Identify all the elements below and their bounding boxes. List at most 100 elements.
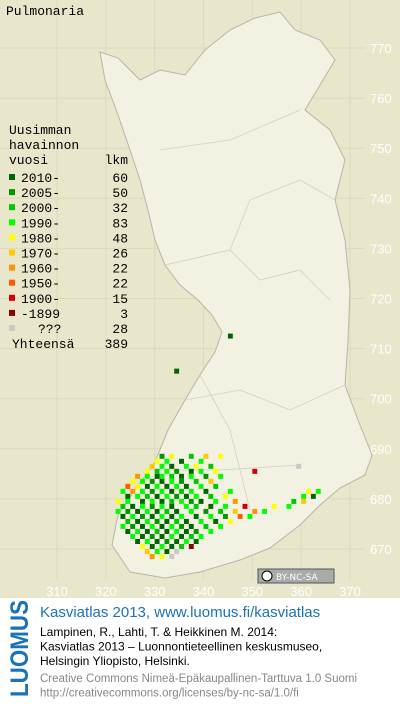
legend-swatch bbox=[9, 279, 15, 286]
legend-swatch bbox=[9, 189, 15, 196]
occurrence-square bbox=[135, 483, 141, 489]
occurrence-square bbox=[159, 533, 165, 539]
occurrence-square bbox=[301, 493, 307, 499]
occurrence-square bbox=[154, 483, 160, 489]
occurrence-square bbox=[179, 478, 184, 484]
occurrence-square bbox=[149, 503, 155, 509]
occurrence-square bbox=[218, 523, 224, 529]
occurrence-square bbox=[154, 538, 160, 544]
y-tick-label: 760 bbox=[370, 91, 392, 106]
atlas-link[interactable]: Kasviatlas 2013, www.luomus.fi/kasviatla… bbox=[40, 604, 320, 621]
occurrence-square bbox=[203, 473, 209, 479]
occurrence-square bbox=[174, 483, 180, 489]
occurrence-square bbox=[154, 468, 160, 474]
occurrence-square bbox=[130, 488, 136, 494]
legend-swatch bbox=[9, 264, 15, 271]
y-tick-label: 740 bbox=[370, 191, 392, 206]
occurrence-square bbox=[262, 508, 267, 514]
occurrence-square bbox=[130, 503, 136, 509]
occurrence-square bbox=[120, 488, 126, 494]
occurrence-square bbox=[169, 478, 175, 484]
occurrence-square bbox=[252, 468, 258, 474]
occurrence-square bbox=[125, 498, 131, 504]
legend-label: ??? bbox=[38, 322, 61, 337]
license-badge: BY-NC-SA bbox=[257, 568, 335, 584]
legend-total-label: Yhteensä bbox=[12, 337, 75, 352]
occurrence-square bbox=[179, 513, 184, 519]
occurrence-square bbox=[164, 508, 170, 514]
occurrence-square bbox=[193, 503, 199, 509]
footer-text: Lampinen, R., Lahti, T. & Heikkinen M. 2… bbox=[40, 625, 357, 700]
occurrence-square bbox=[198, 483, 204, 489]
legend-count: 28 bbox=[112, 322, 128, 337]
occurrence-square bbox=[301, 498, 307, 504]
occurrence-square bbox=[115, 498, 121, 504]
occurrence-square bbox=[179, 473, 184, 479]
occurrence-square bbox=[130, 513, 136, 519]
occurrence-square bbox=[130, 533, 136, 539]
y-tick-label: 700 bbox=[370, 392, 392, 407]
occurrence-square bbox=[174, 508, 180, 514]
legend-count: 26 bbox=[112, 247, 128, 262]
legend-count: 83 bbox=[112, 216, 128, 231]
occurrence-square bbox=[169, 543, 175, 549]
occurrence-square bbox=[154, 473, 160, 479]
occurrence-square bbox=[193, 513, 199, 519]
occurrence-square bbox=[179, 498, 184, 504]
legend-count: 3 bbox=[120, 307, 128, 322]
occurrence-square bbox=[203, 488, 209, 494]
legend-label: 1900- bbox=[21, 292, 60, 307]
occurrence-square bbox=[208, 463, 214, 469]
occurrence-square bbox=[135, 493, 141, 499]
occurrence-square bbox=[174, 549, 180, 555]
legend-swatch bbox=[9, 294, 15, 301]
occurrence-square bbox=[164, 528, 170, 534]
occurrence-square bbox=[169, 503, 175, 509]
occurrence-square bbox=[144, 493, 150, 499]
legend-label: 1950- bbox=[21, 277, 60, 292]
legend-count: 22 bbox=[112, 277, 128, 292]
occurrence-square bbox=[159, 453, 165, 459]
y-tick-label: 680 bbox=[370, 492, 392, 507]
occurrence-square bbox=[149, 523, 155, 529]
x-tick-label: 320 bbox=[95, 584, 117, 599]
occurrence-square bbox=[179, 458, 184, 464]
occurrence-square bbox=[223, 493, 228, 499]
occurrence-square bbox=[149, 533, 155, 539]
occurrence-square bbox=[159, 473, 165, 479]
license-line: Creative Commons Nimeä-Epäkaupallinen-Ta… bbox=[40, 673, 357, 685]
occurrence-square bbox=[188, 498, 194, 504]
occurrence-square bbox=[227, 488, 233, 494]
legend-swatch bbox=[9, 309, 15, 316]
legend-label: 1970- bbox=[21, 247, 60, 262]
x-tick-label: 310 bbox=[46, 584, 68, 599]
occurrence-square bbox=[218, 508, 224, 514]
occurrence-square bbox=[183, 503, 189, 509]
occurrence-square bbox=[174, 368, 180, 374]
occurrence-square bbox=[208, 513, 214, 519]
legend-swatch bbox=[9, 249, 15, 256]
occurrence-square bbox=[169, 498, 175, 504]
occurrence-square bbox=[183, 518, 189, 524]
occurrence-square bbox=[159, 513, 165, 519]
occurrence-square bbox=[188, 473, 194, 479]
occurrence-square bbox=[218, 473, 224, 479]
legend-count: 22 bbox=[112, 262, 128, 277]
occurrence-square bbox=[203, 523, 209, 529]
occurrence-square bbox=[120, 523, 126, 529]
legend-label: 2005- bbox=[21, 186, 60, 201]
occurrence-square bbox=[193, 528, 199, 534]
y-tick-label: 670 bbox=[370, 542, 392, 557]
occurrence-square bbox=[208, 528, 214, 534]
badge-text: BY-NC-SA bbox=[276, 573, 319, 583]
occurrence-square bbox=[208, 503, 214, 509]
occurrence-square bbox=[223, 513, 228, 519]
occurrence-square bbox=[140, 498, 145, 504]
legend-label: 2000- bbox=[21, 201, 60, 216]
occurrence-square bbox=[174, 518, 180, 524]
occurrence-square bbox=[135, 528, 141, 534]
legend-swatch bbox=[9, 234, 15, 241]
occurrence-square bbox=[198, 458, 204, 464]
